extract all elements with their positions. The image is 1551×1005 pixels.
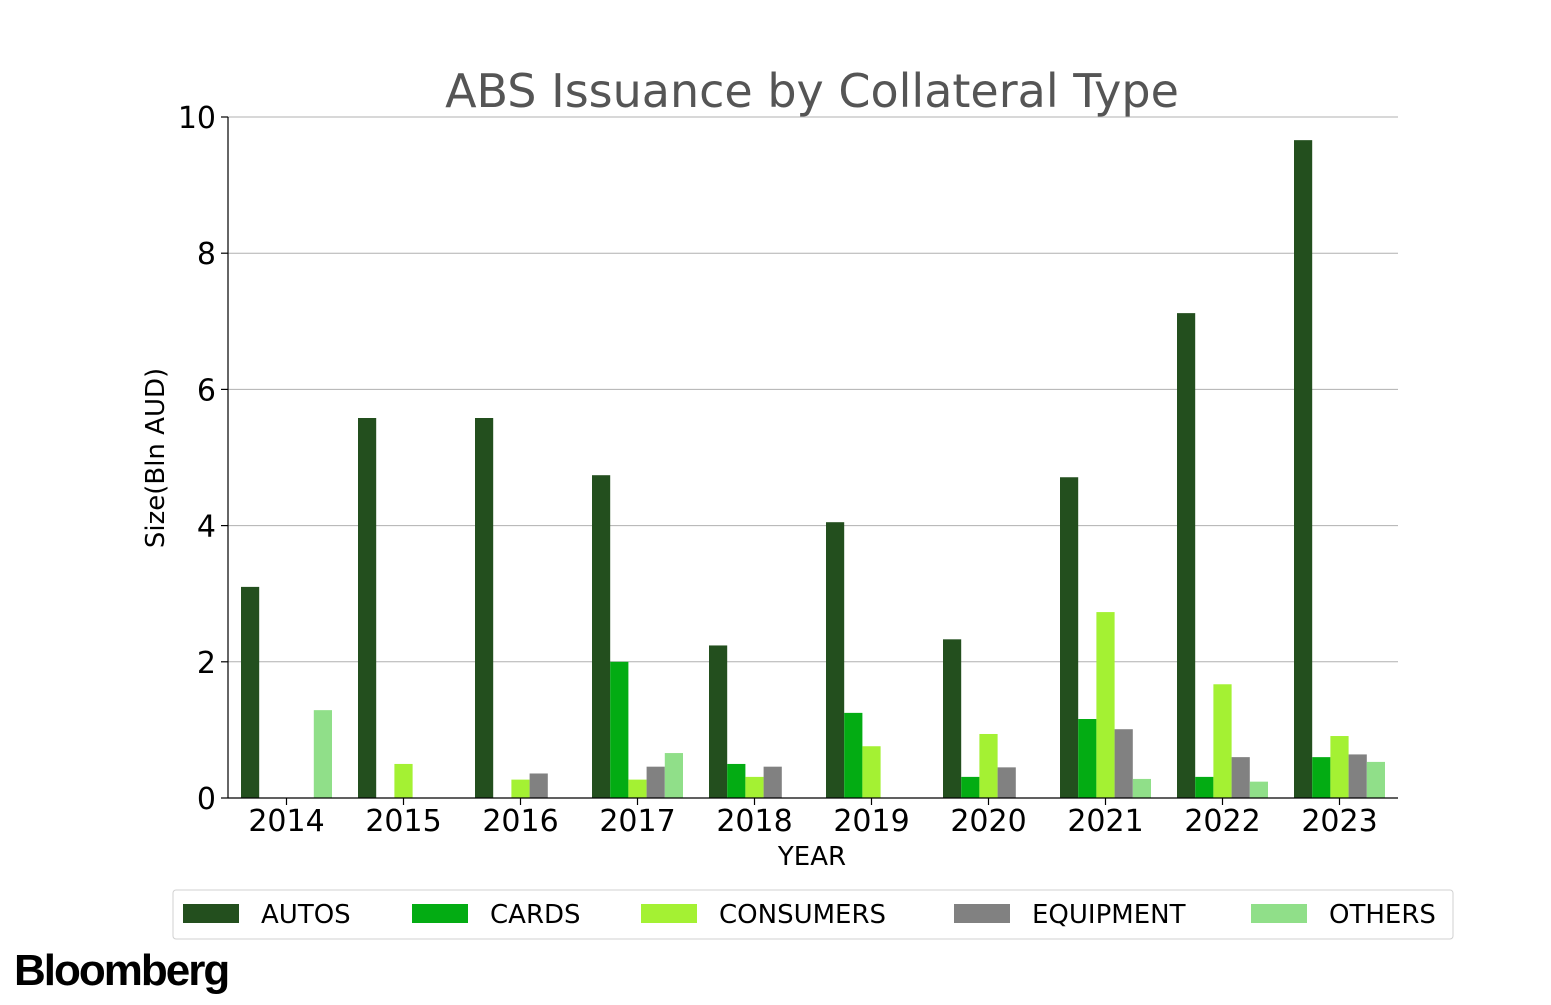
x-axis-label: YEAR bbox=[777, 842, 846, 872]
bar-equipment-2016 bbox=[529, 773, 548, 798]
bar-others-2021 bbox=[1132, 778, 1151, 798]
bar-consumers-2018 bbox=[745, 776, 764, 798]
bar-others-2014 bbox=[313, 710, 332, 798]
bar-consumers-2016 bbox=[511, 779, 530, 798]
bar-consumers-2022 bbox=[1213, 684, 1232, 798]
series-consumers bbox=[394, 612, 1349, 798]
bar-others-2022 bbox=[1249, 781, 1268, 798]
bar-consumers-2020 bbox=[979, 733, 998, 798]
bar-autos-2020 bbox=[943, 639, 962, 798]
bar-consumers-2015 bbox=[394, 763, 413, 798]
bar-autos-2017 bbox=[592, 475, 611, 798]
gridlines bbox=[228, 116, 1398, 663]
legend-swatch bbox=[954, 904, 1010, 923]
x-tick-label: 2014 bbox=[248, 804, 324, 839]
legend-label: CONSUMERS bbox=[719, 900, 886, 930]
bar-cards-2017 bbox=[610, 661, 629, 798]
bar-cards-2018 bbox=[727, 763, 746, 798]
bar-consumers-2017 bbox=[628, 779, 647, 798]
legend-item-equipment: EQUIPMENT bbox=[954, 900, 1186, 930]
y-axis-label: Size(Bln AUD) bbox=[141, 368, 171, 548]
x-tick-label: 2018 bbox=[716, 804, 792, 839]
bar-equipment-2020 bbox=[997, 767, 1016, 798]
bar-consumers-2023 bbox=[1330, 736, 1349, 798]
bar-consumers-2021 bbox=[1096, 612, 1115, 798]
bar-cards-2020 bbox=[961, 776, 980, 798]
legend-item-consumers: CONSUMERS bbox=[641, 900, 886, 930]
legend-swatch bbox=[1251, 904, 1307, 923]
bar-autos-2019 bbox=[826, 522, 845, 798]
y-tick-label: 4 bbox=[197, 510, 216, 545]
bar-cards-2022 bbox=[1195, 776, 1214, 798]
legend-item-cards: CARDS bbox=[412, 900, 581, 930]
x-tick-label: 2020 bbox=[950, 804, 1026, 839]
bar-cards-2023 bbox=[1312, 757, 1331, 798]
bar-others-2023 bbox=[1366, 761, 1385, 798]
bar-cards-2019 bbox=[844, 712, 863, 798]
x-tick-label: 2019 bbox=[833, 804, 909, 839]
legend-label: OTHERS bbox=[1329, 900, 1436, 930]
legend-label: CARDS bbox=[490, 900, 581, 930]
bar-autos-2022 bbox=[1177, 313, 1196, 798]
series-equipment bbox=[529, 729, 1367, 798]
legend-swatch bbox=[183, 904, 239, 923]
bar-equipment-2018 bbox=[763, 766, 782, 798]
legend-label: AUTOS bbox=[261, 900, 351, 930]
legend-frame bbox=[172, 889, 1454, 940]
bloomberg-logo: Bloomberg bbox=[14, 946, 228, 995]
y-tick-label: 6 bbox=[197, 373, 216, 408]
series-autos bbox=[241, 140, 1313, 799]
bar-autos-2014 bbox=[241, 586, 260, 798]
bar-series-group bbox=[241, 140, 1385, 799]
chart-title: ABS Issuance by Collateral Type bbox=[445, 64, 1179, 118]
bar-consumers-2019 bbox=[862, 746, 881, 798]
axes bbox=[227, 117, 1398, 799]
x-tick-label: 2015 bbox=[365, 804, 441, 839]
bar-equipment-2021 bbox=[1114, 729, 1133, 798]
legend-item-autos: AUTOS bbox=[183, 900, 351, 930]
y-tick-label: 0 bbox=[197, 782, 216, 817]
bar-autos-2018 bbox=[709, 645, 728, 798]
x-tick-label: 2023 bbox=[1301, 804, 1377, 839]
legend-swatch bbox=[641, 904, 697, 923]
legend: AUTOS CARDS CONSUMERS EQUIPMENT OTHERS bbox=[172, 889, 1454, 940]
bar-autos-2021 bbox=[1060, 477, 1079, 798]
bar-cards-2021 bbox=[1078, 719, 1097, 798]
y-tick-label: 10 bbox=[178, 101, 216, 136]
legend-item-others: OTHERS bbox=[1251, 900, 1436, 930]
bar-equipment-2023 bbox=[1348, 754, 1367, 798]
bar-others-2017 bbox=[664, 753, 683, 798]
x-tick-label: 2017 bbox=[599, 804, 675, 839]
x-tick-labels: 2014 2015 2016 2017 2018 2019 2020 2021 2022 2023 bbox=[248, 798, 1378, 839]
x-tick-label: 2021 bbox=[1067, 804, 1143, 839]
series-cards bbox=[610, 661, 1331, 798]
bar-autos-2023 bbox=[1294, 140, 1313, 799]
bar-autos-2015 bbox=[358, 418, 377, 798]
y-tick-labels: 0 2 4 6 8 10 bbox=[178, 101, 228, 817]
bar-autos-2016 bbox=[475, 418, 494, 798]
bar-equipment-2017 bbox=[646, 766, 665, 798]
bar-equipment-2022 bbox=[1231, 757, 1250, 798]
x-tick-label: 2022 bbox=[1184, 804, 1260, 839]
y-tick-label: 2 bbox=[197, 646, 216, 681]
legend-label: EQUIPMENT bbox=[1032, 900, 1186, 930]
y-tick-label: 8 bbox=[197, 237, 216, 272]
x-tick-label: 2016 bbox=[482, 804, 558, 839]
legend-swatch bbox=[412, 904, 468, 923]
series-others bbox=[313, 710, 1385, 798]
